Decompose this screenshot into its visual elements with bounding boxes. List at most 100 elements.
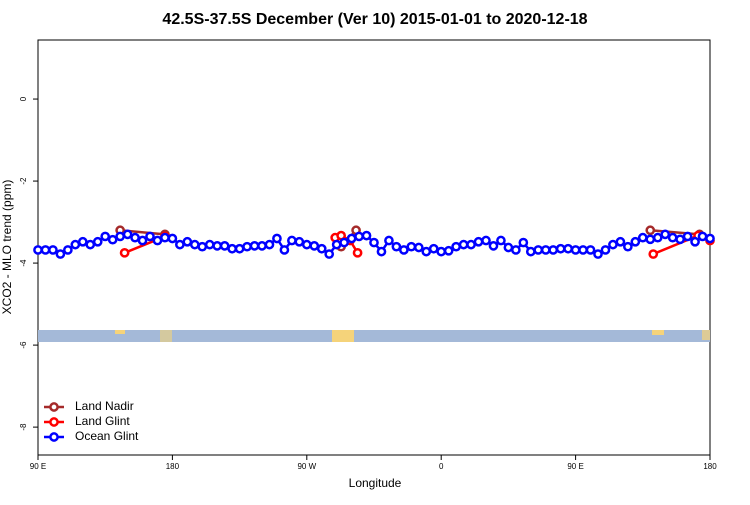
point	[384, 235, 394, 246]
point	[352, 247, 363, 258]
point	[652, 232, 663, 243]
y-axis-label: XCO2 - MLO trend (ppm)	[0, 180, 14, 315]
point	[533, 245, 544, 255]
x-tick-label: 0	[439, 462, 444, 471]
point	[272, 233, 282, 244]
point	[294, 236, 305, 247]
point	[623, 241, 633, 252]
legend-marker	[49, 417, 59, 427]
point	[85, 239, 96, 250]
point	[55, 249, 66, 259]
x-tick-label: 90 E	[30, 462, 46, 471]
point	[376, 246, 387, 257]
point	[137, 235, 148, 246]
y-tick-label: -4	[19, 259, 28, 267]
point	[525, 246, 536, 257]
chart-title: 42.5S-37.5S December (Ver 10) 2015-01-01…	[162, 11, 587, 28]
point	[406, 241, 417, 252]
point	[563, 243, 573, 254]
legend-label: Ocean Glint	[75, 429, 139, 443]
point	[33, 245, 43, 255]
point	[264, 239, 275, 250]
point	[122, 229, 133, 240]
x-axis-label: Longitude	[349, 476, 402, 490]
point	[443, 245, 454, 256]
x-tick-label: 180	[703, 462, 717, 471]
point	[660, 229, 671, 240]
point	[608, 239, 618, 250]
point	[227, 243, 237, 254]
point	[399, 245, 409, 255]
point	[115, 231, 125, 242]
point	[287, 235, 297, 246]
point	[234, 243, 245, 254]
point	[667, 232, 678, 243]
point	[92, 236, 103, 247]
y-tick-label: -6	[19, 341, 28, 349]
point	[436, 246, 447, 257]
point	[585, 245, 596, 255]
point	[675, 234, 685, 245]
legend-marker	[49, 402, 59, 412]
point	[578, 245, 588, 255]
legend-label: Land Nadir	[75, 399, 134, 413]
point	[466, 239, 476, 250]
point	[361, 230, 372, 241]
point	[697, 231, 708, 242]
point	[324, 249, 335, 259]
point	[331, 239, 342, 250]
point	[212, 241, 223, 251]
point	[705, 233, 715, 244]
point	[316, 243, 327, 254]
point	[645, 225, 656, 236]
y-tick-label: -2	[19, 177, 28, 185]
point	[204, 239, 215, 250]
y-tick-label: -8	[19, 423, 28, 431]
point	[249, 241, 260, 251]
point	[119, 247, 130, 258]
point	[540, 245, 551, 255]
point	[451, 241, 461, 252]
point	[503, 242, 514, 253]
x-tick-label: 90 W	[297, 462, 316, 471]
point	[481, 235, 491, 246]
point	[107, 234, 118, 245]
point	[630, 236, 641, 247]
point	[70, 239, 81, 250]
point	[182, 236, 193, 247]
land-ocean-mask	[38, 330, 710, 342]
x-tick-label: 180	[166, 462, 180, 471]
point	[428, 243, 439, 254]
point	[301, 239, 312, 250]
point	[152, 235, 163, 246]
point	[473, 236, 484, 247]
point	[145, 231, 155, 242]
point	[496, 235, 506, 246]
point	[458, 239, 469, 250]
point	[615, 236, 626, 247]
point	[518, 237, 529, 248]
point	[160, 232, 170, 243]
point	[682, 231, 693, 242]
point	[354, 231, 364, 242]
point	[593, 249, 603, 259]
point	[130, 232, 140, 243]
point	[548, 245, 559, 255]
point	[63, 245, 73, 255]
point	[648, 249, 659, 259]
point	[488, 241, 499, 251]
point	[167, 233, 178, 244]
point	[346, 233, 357, 244]
legend-marker	[49, 432, 59, 442]
point	[555, 243, 566, 254]
point	[421, 246, 432, 257]
point	[219, 241, 230, 251]
point	[279, 245, 290, 255]
point	[511, 245, 521, 255]
point	[645, 234, 656, 245]
point	[48, 245, 58, 255]
point	[339, 237, 349, 248]
point	[40, 245, 51, 255]
